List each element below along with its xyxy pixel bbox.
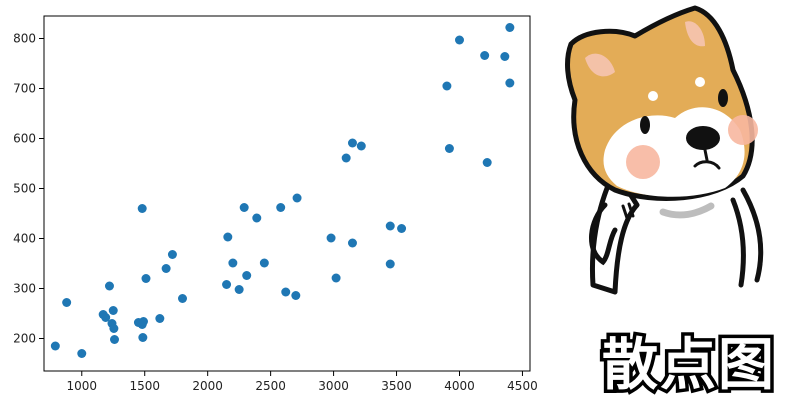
dog-collar-shadow: [659, 202, 715, 219]
y-tick-label: 600: [13, 132, 36, 146]
plot-frame: [43, 15, 531, 372]
x-tick-label: 3500: [381, 379, 412, 393]
scatter-point: [480, 51, 490, 60]
scatter-point: [276, 203, 286, 212]
scatter-point: [341, 153, 351, 163]
dog-brow-right: [695, 77, 705, 87]
scatter-point: [137, 204, 147, 213]
dog-mouth: [693, 148, 721, 170]
scatter-point: [77, 349, 87, 358]
scatter-point: [505, 23, 515, 32]
dog-body-right: [730, 197, 746, 288]
scatter-point: [177, 294, 187, 303]
scatter-point: [397, 224, 407, 233]
x-tick-label: 1500: [129, 379, 160, 393]
x-tick-label: 4500: [507, 379, 538, 393]
y-tick-label: 700: [13, 82, 36, 96]
x-axis-ticks: 1000 1500 2000 2500 3000 3500 4000 4500: [66, 371, 538, 393]
scatter-point: [109, 324, 119, 333]
scatter-point: [500, 52, 510, 61]
dog-eye-right: [718, 89, 728, 107]
scatter-point: [444, 144, 454, 153]
dog-paw: [588, 202, 618, 266]
scatter-point: [62, 298, 72, 307]
x-tick-label: 3000: [318, 379, 349, 393]
sticker-caption: 散点图: [599, 329, 778, 401]
scatter-point: [138, 333, 148, 342]
scatter-point: [281, 287, 291, 297]
x-tick-label: 2500: [255, 379, 286, 393]
scatter-point: [234, 285, 244, 294]
dog-nose: [686, 126, 720, 150]
scatter-point: [223, 232, 233, 242]
scatter-point: [108, 306, 118, 315]
scatter-point: [291, 291, 301, 300]
scatter-point: [482, 158, 492, 167]
scatter-point: [385, 221, 395, 231]
scatter-point: [161, 264, 171, 273]
scatter-point: [326, 233, 336, 243]
scatter-point: [239, 203, 249, 212]
scatter-point: [167, 250, 177, 259]
x-tick-label: 2000: [192, 379, 223, 393]
scatter-point: [138, 317, 148, 326]
scatter-point: [228, 258, 238, 268]
scatter-point: [347, 238, 357, 248]
scatter-point: [259, 258, 269, 268]
dog-eye-left: [640, 116, 650, 134]
y-tick-label: 400: [13, 232, 36, 246]
y-tick-label: 300: [13, 282, 36, 296]
dog-finger-marks: [621, 202, 635, 220]
scatter-point: [50, 341, 60, 351]
dog-arm: [740, 187, 764, 283]
dog-cheek-right: [728, 115, 758, 145]
scatter-point: [222, 280, 232, 289]
data-points: [50, 23, 515, 358]
scatter-point: [356, 141, 366, 151]
scatter-point: [385, 259, 395, 269]
x-tick-label: 4000: [444, 379, 475, 393]
y-tick-label: 800: [13, 32, 36, 46]
scatter-point: [104, 281, 114, 291]
scatter-chart: 1000 1500 2000 2500 3000 3500 4000 4500 200 300 4…: [13, 15, 538, 393]
shiba-dog-icon: [565, 5, 764, 295]
scatter-point: [442, 81, 452, 91]
scatter-point: [454, 35, 464, 45]
scatter-point: [331, 273, 341, 283]
dog-brow-left: [648, 91, 658, 101]
y-axis-ticks: 200 300 400 500 600 700 800: [13, 32, 44, 346]
y-tick-label: 200: [13, 332, 36, 346]
scatter-point: [110, 335, 120, 344]
dog-ear-left-inner: [585, 53, 615, 77]
scatter-point: [292, 193, 302, 203]
scatter-point: [505, 78, 515, 88]
dog-ear-right-inner: [685, 21, 705, 47]
scatter-point: [252, 213, 262, 223]
scatter-point: [347, 138, 357, 148]
y-tick-label: 500: [13, 182, 36, 196]
x-tick-label: 1000: [66, 379, 97, 393]
scatter-point: [101, 313, 111, 322]
dog-cheek-left: [626, 145, 660, 179]
scatter-point: [141, 274, 151, 283]
scatter-point: [242, 271, 252, 280]
scatter-point: [155, 314, 165, 323]
